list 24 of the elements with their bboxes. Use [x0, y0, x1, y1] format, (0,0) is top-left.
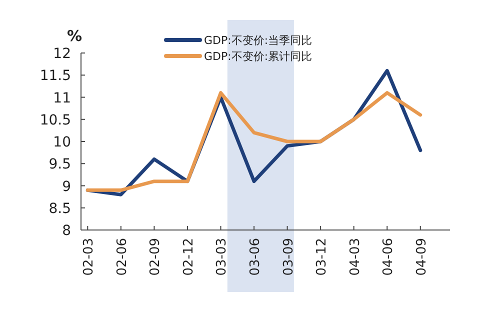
- legend-label: GDP:不变价:当季同比: [204, 34, 312, 47]
- x-tick-label: 04-03: [348, 238, 363, 276]
- line-series: [86, 91, 422, 192]
- x-tick-label: 03-09: [281, 238, 296, 276]
- y-tick-label: 9.5: [48, 156, 71, 173]
- y-tick-label: 8.5: [48, 200, 71, 217]
- x-tick-label: 03-06: [248, 238, 264, 276]
- y-tick-label: 11: [53, 90, 71, 106]
- y-tick-label: 8: [62, 223, 71, 239]
- x-tick-label: 03-12: [314, 238, 330, 276]
- y-tick-label: 10.5: [40, 112, 71, 128]
- x-tick-label: 03-03: [214, 238, 230, 276]
- x-tick-label: 02-09: [148, 238, 164, 276]
- y-tick-label: 9: [62, 178, 71, 195]
- y-axis-title: %: [67, 27, 82, 45]
- x-tick-label: 02-12: [181, 238, 196, 276]
- y-tick-label: 10: [53, 134, 71, 150]
- legend-label: GDP:不变价:累计同比: [204, 50, 312, 63]
- x-tick-label: 04-06: [381, 238, 396, 276]
- x-tick-label: 02-06: [114, 238, 130, 276]
- y-tick-label: 11.5: [40, 68, 71, 84]
- x-tick-label: 04-09: [414, 238, 430, 276]
- y-tick-label: 12: [53, 46, 71, 62]
- x-tick-label: 02-03: [82, 238, 97, 276]
